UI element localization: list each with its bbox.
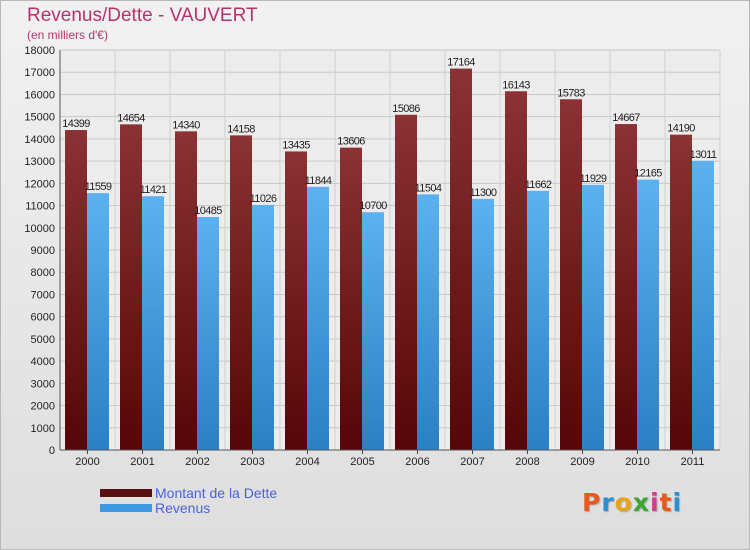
- axes: 0 1000 2000 3000 4000 5000 6000 7000 8000 9000 100…: [24, 45, 720, 468]
- y-tick-label: 14000: [24, 134, 55, 146]
- bar-dette: [175, 131, 197, 451]
- bar-dette: [560, 99, 582, 451]
- legend-swatch-revenus: [100, 504, 152, 512]
- value-label-revenus: 11844: [305, 175, 332, 187]
- value-label-dette: 14340: [172, 119, 200, 131]
- bar-dette: [340, 147, 362, 450]
- bar-revenus: [142, 196, 164, 450]
- value-label-dette: 14158: [227, 123, 255, 135]
- value-label-dette: 14667: [612, 112, 640, 124]
- y-tick-label: 8000: [31, 267, 55, 279]
- bar-dette: [65, 130, 87, 450]
- proxiti-logo: Proxiti: [582, 488, 682, 517]
- value-label-revenus: 13011: [690, 149, 717, 161]
- logo-letter: o: [614, 488, 633, 517]
- bar-revenus: [637, 179, 659, 450]
- x-tick-label: 2010: [625, 456, 649, 468]
- bar-revenus: [252, 204, 274, 450]
- value-label-dette: 15086: [392, 103, 420, 115]
- x-tick-label: 2001: [130, 456, 154, 468]
- chart-title: Revenus/Dette - VAUVERT: [27, 5, 258, 26]
- y-tick-label: 6000: [31, 312, 55, 324]
- y-tick-label: 9000: [31, 245, 55, 257]
- y-tick-label: 13000: [24, 156, 55, 168]
- value-label-revenus: 11300: [470, 187, 497, 199]
- value-label-dette: 14654: [117, 112, 145, 124]
- value-label-dette: 13435: [282, 139, 310, 151]
- bar-revenus: [582, 184, 604, 450]
- value-label-dette: 14399: [62, 118, 90, 130]
- bar-dette: [120, 124, 142, 450]
- y-tick-label: 10000: [24, 223, 55, 235]
- logo-letter: x: [632, 488, 650, 517]
- logo-letter: t: [659, 488, 673, 517]
- bar-revenus: [527, 190, 549, 450]
- logo-letter: P: [582, 488, 602, 517]
- bar-revenus: [87, 193, 109, 450]
- bar-dette: [505, 91, 527, 451]
- y-tick-label: 11000: [25, 201, 55, 213]
- y-tick-label: 15000: [24, 112, 55, 124]
- logo-letter: i: [650, 488, 660, 517]
- value-label-revenus: 11026: [250, 193, 277, 205]
- value-label-revenus: 11559: [85, 181, 112, 193]
- bar-revenus: [362, 212, 384, 450]
- legend-label-dette: Montant de la Dette: [155, 485, 278, 501]
- y-tick-label: 2000: [31, 401, 55, 413]
- value-label-revenus: 11662: [525, 179, 552, 191]
- y-tick-label: 3000: [31, 378, 55, 390]
- bar-dette: [395, 114, 417, 450]
- x-tick-label: 2002: [185, 456, 209, 468]
- x-tick-label: 2004: [295, 456, 319, 468]
- bar-revenus: [417, 194, 439, 450]
- y-tick-label: 18000: [24, 45, 55, 57]
- logo-letter: r: [601, 488, 615, 517]
- y-tick-label: 16000: [24, 89, 55, 101]
- y-tick-label: 0: [49, 445, 55, 457]
- x-tick-label: 2009: [570, 456, 594, 468]
- value-label-dette: 13606: [337, 136, 365, 148]
- y-tick-label: 17000: [24, 67, 55, 79]
- logo-letter: i: [672, 488, 683, 517]
- y-tick-label: 1000: [31, 423, 55, 435]
- value-label-revenus: 10485: [194, 205, 222, 217]
- legend-label-revenus: Revenus: [155, 500, 211, 516]
- x-tick-label: 2007: [460, 456, 484, 468]
- y-tick-label: 5000: [31, 334, 55, 346]
- bars: [65, 68, 714, 451]
- value-label-revenus: 11421: [140, 184, 167, 196]
- x-tick-label: 2005: [350, 456, 374, 468]
- bar-revenus: [472, 198, 494, 450]
- legend-swatch-dette: [100, 489, 152, 497]
- bar-revenus: [692, 160, 714, 450]
- bar-revenus: [307, 186, 329, 451]
- bar-revenus: [197, 217, 219, 450]
- value-label-revenus: 11504: [415, 182, 442, 194]
- y-tick-label: 7000: [31, 289, 55, 301]
- value-label-dette: 14190: [667, 123, 695, 135]
- x-tick-label: 2011: [681, 456, 705, 468]
- value-label-revenus: 12165: [634, 168, 662, 180]
- value-label-dette: 17164: [447, 57, 475, 69]
- y-tick-label: 12000: [24, 178, 55, 190]
- x-tick-label: 2008: [515, 456, 539, 468]
- grid-lines: [59, 49, 721, 451]
- value-label-revenus: 11929: [580, 173, 607, 185]
- chart-subtitle: (en milliers d'€): [27, 28, 108, 42]
- x-tick-label: 2006: [405, 456, 429, 468]
- bar-dette: [615, 124, 637, 451]
- value-label-dette: 16143: [502, 79, 530, 91]
- value-labels: 14399 11559 14654 11421 14340 10485 14158 11026…: [62, 57, 717, 217]
- bar-dette: [230, 135, 252, 450]
- x-tick-label: 2003: [240, 456, 264, 468]
- y-tick-label: 4000: [31, 356, 55, 368]
- bar-dette: [450, 68, 472, 451]
- bar-dette: [670, 134, 692, 450]
- x-tick-label: 2000: [75, 456, 99, 468]
- value-label-revenus: 10700: [359, 200, 387, 212]
- value-label-dette: 15783: [557, 87, 585, 99]
- bar-dette: [285, 151, 307, 450]
